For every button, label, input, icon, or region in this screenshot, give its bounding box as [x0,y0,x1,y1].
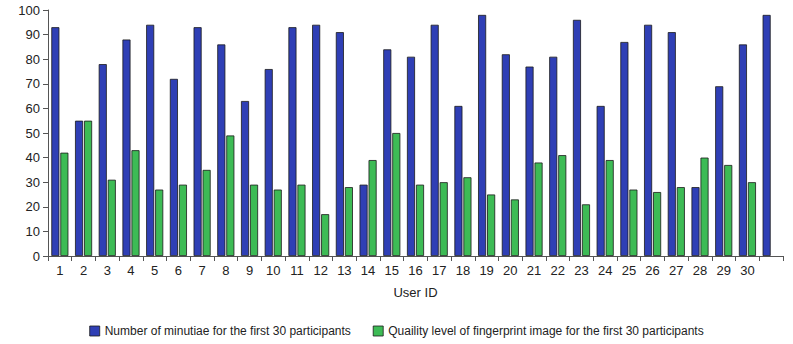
svg-text:29: 29 [716,263,730,278]
svg-text:80: 80 [26,52,40,67]
svg-text:26: 26 [645,263,659,278]
svg-text:19: 19 [479,263,493,278]
svg-text:Quaility level of fingerprint: Quaility level of fingerprint image for … [388,324,703,338]
svg-text:17: 17 [432,263,446,278]
svg-text:27: 27 [669,263,683,278]
svg-text:90: 90 [26,27,40,42]
svg-text:40: 40 [26,150,40,165]
svg-text:4: 4 [127,263,134,278]
svg-text:24: 24 [598,263,612,278]
svg-text:16: 16 [408,263,422,278]
svg-text:0: 0 [33,249,40,264]
svg-text:22: 22 [551,263,565,278]
svg-text:23: 23 [574,263,588,278]
svg-text:Number of minutiae for the fir: Number of minutiae for the first 30 part… [105,324,351,338]
svg-text:30: 30 [26,175,40,190]
svg-text:21: 21 [527,263,541,278]
svg-text:13: 13 [337,263,351,278]
svg-text:User ID: User ID [393,285,437,300]
svg-text:9: 9 [246,263,253,278]
svg-text:14: 14 [361,263,375,278]
svg-text:10: 10 [266,263,280,278]
svg-text:6: 6 [175,263,182,278]
svg-text:18: 18 [456,263,470,278]
svg-text:28: 28 [693,263,707,278]
svg-text:1: 1 [56,263,63,278]
svg-text:11: 11 [290,263,304,278]
svg-text:7: 7 [198,263,205,278]
svg-text:2: 2 [80,263,87,278]
svg-text:50: 50 [26,126,40,141]
svg-text:12: 12 [313,263,327,278]
svg-text:10: 10 [26,224,40,239]
svg-text:60: 60 [26,101,40,116]
svg-text:25: 25 [622,263,636,278]
svg-text:5: 5 [151,263,158,278]
svg-text:100: 100 [18,3,40,18]
svg-text:70: 70 [26,76,40,91]
svg-text:8: 8 [222,263,229,278]
svg-text:3: 3 [104,263,111,278]
svg-text:30: 30 [740,263,754,278]
svg-text:20: 20 [503,263,517,278]
svg-text:15: 15 [385,263,399,278]
svg-text:20: 20 [26,199,40,214]
